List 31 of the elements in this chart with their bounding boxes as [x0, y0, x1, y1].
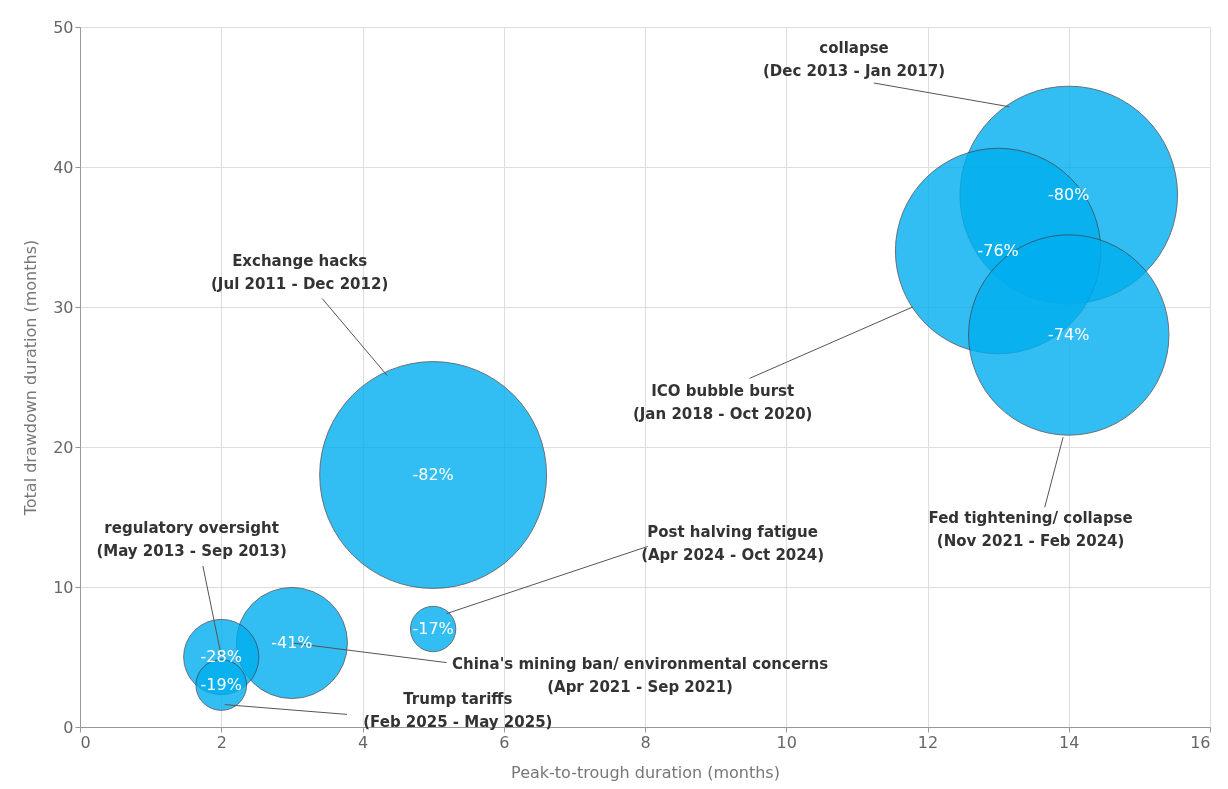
- annotation: -19%: [200, 675, 242, 694]
- annotation: -80%: [1048, 185, 1090, 204]
- x-tick-label: 16: [1190, 732, 1211, 752]
- x-tick-label: 0: [80, 732, 91, 752]
- y-tick-label: 0: [63, 717, 74, 737]
- annotation: -74%: [1048, 325, 1090, 344]
- annotation: -17%: [412, 619, 454, 638]
- annotation: Fed tightening/ collapse (Nov 2021 - Feb 2024): [928, 509, 1133, 551]
- y-tick-label: 20: [53, 437, 74, 457]
- x-tick-label: 10: [776, 732, 797, 752]
- annotation: -28%: [200, 647, 242, 666]
- y-tick-label: 50: [53, 17, 74, 37]
- x-tick-label: 6: [499, 732, 510, 752]
- y-axis-title: Total drawdown duration (months): [21, 239, 41, 517]
- annotation: Post halving fatigue (Apr 2024 - Oct 2024): [641, 523, 825, 565]
- x-tick-label: 2: [216, 732, 227, 752]
- annotation: Exchange hacks (Jul 2011 - Dec 2012): [211, 251, 389, 293]
- x-tick-label: 4: [357, 732, 369, 752]
- y-tick-label: 40: [53, 157, 74, 177]
- annotation: regulatory oversight (May 2013 - Sep 2013): [96, 519, 287, 561]
- y-tick-label: 30: [53, 297, 74, 317]
- x-axis-title: Peak-to-trough duration (months): [511, 762, 780, 782]
- x-tick-label: 12: [917, 732, 939, 752]
- x-tick-label: 8: [640, 732, 651, 752]
- annotation: -41%: [271, 633, 313, 652]
- annotation: ICO bubble burst (Jan 2018 - Oct 2020): [632, 382, 813, 423]
- annotation: -76%: [977, 241, 1019, 260]
- x-tick-label: 14: [1059, 732, 1080, 752]
- annotation: -82%: [412, 465, 454, 484]
- y-tick-label: 10: [53, 577, 74, 597]
- annotation: collapse (Dec 2013 - Jan 2017): [762, 39, 946, 80]
